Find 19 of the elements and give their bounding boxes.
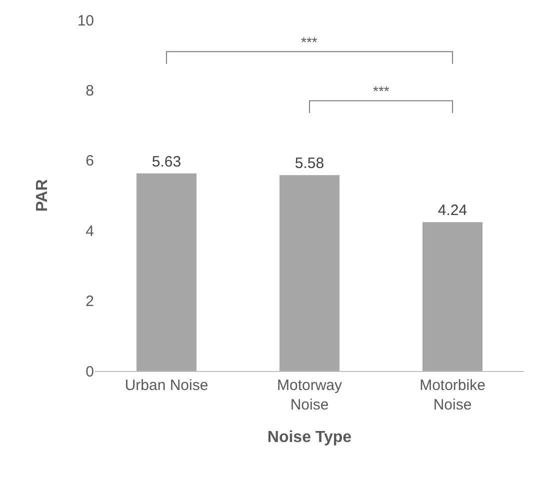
y-tick-label: 6: [86, 152, 94, 170]
data-label: 5.63: [152, 153, 182, 170]
x-tick-label: Motorway Noise: [276, 377, 342, 414]
y-tick-label: 0: [86, 363, 94, 380]
x-tick-label: Motorbike Noise: [420, 377, 486, 414]
annotation: ***: [301, 34, 318, 50]
annotation: ***: [373, 83, 390, 99]
x-tick-label: Urban Noise: [124, 377, 208, 394]
bar: [422, 222, 483, 371]
data-label: 5.58: [294, 155, 324, 172]
y-tick-label: 10: [77, 12, 94, 30]
bar: [279, 175, 340, 371]
y-tick-label: 4: [86, 222, 94, 240]
y-tick-label: 8: [86, 82, 94, 100]
bar: [136, 173, 197, 371]
x-axis-title: Noise Type: [267, 429, 352, 446]
y-tick-label: 2: [86, 293, 94, 310]
y-axis-title: PAR: [34, 178, 52, 212]
data-label: 4.24: [438, 202, 468, 220]
